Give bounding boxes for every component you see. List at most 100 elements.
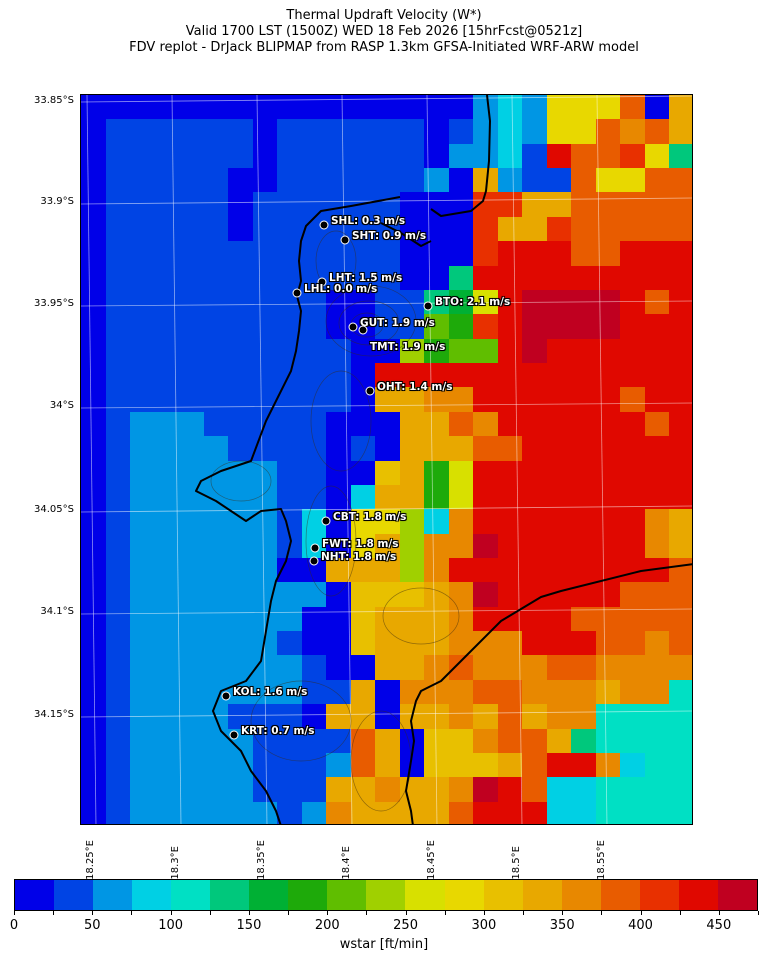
- colorbar-tick: [209, 911, 211, 915]
- grid-cell: [669, 460, 692, 485]
- grid-cell: [497, 119, 523, 144]
- grid-cell: [644, 289, 670, 315]
- grid-cell: [130, 289, 155, 315]
- grid-cell: [81, 411, 106, 437]
- grid-cell: [399, 655, 425, 680]
- grid-cell: [179, 582, 204, 607]
- colorbar-tick-label: 400: [628, 918, 653, 933]
- grid-cell: [203, 533, 229, 558]
- grid-cell: [326, 752, 351, 778]
- grid-cell: [620, 631, 645, 656]
- grid-cell: [179, 119, 204, 144]
- grid-cell: [595, 655, 621, 680]
- grid-cell: [350, 216, 376, 242]
- grid-cell: [595, 241, 621, 266]
- grid-cell: [154, 484, 180, 510]
- colorbar-tick-label: 250: [393, 918, 418, 933]
- colorbar-tick: [248, 911, 250, 915]
- grid-cell: [179, 436, 204, 461]
- x-tick-label: 18.3°E: [170, 846, 181, 880]
- grid-cell: [448, 509, 474, 534]
- grid-cell: [644, 801, 670, 824]
- grid-cell: [448, 289, 474, 315]
- chart-title: Thermal Updraft Velocity (W*): [286, 8, 482, 23]
- grid-cell: [595, 606, 621, 632]
- grid-cell: [669, 606, 692, 632]
- grid-cell: [424, 143, 449, 169]
- grid-cell: [424, 387, 449, 412]
- grid-cell: [620, 289, 645, 315]
- grid-cell: [326, 192, 351, 217]
- grid-cell: [522, 216, 547, 242]
- grid-cell: [595, 509, 621, 534]
- grid-cell: [473, 460, 498, 485]
- grid-cell: [154, 192, 180, 217]
- colorbar-swatch: [561, 880, 601, 910]
- grid-cell: [105, 411, 131, 437]
- grid-cell: [350, 704, 376, 729]
- grid-cell: [81, 484, 106, 510]
- grid-cell: [228, 606, 253, 632]
- grid-cell: [546, 606, 572, 632]
- chart-subtitle-model: FDV replot - DrJack BLIPMAP from RASP 1.…: [129, 40, 639, 55]
- grid-cell: [179, 289, 204, 315]
- grid-cell: [571, 509, 596, 534]
- map-overlay: [81, 95, 692, 824]
- grid-cell: [179, 460, 204, 485]
- grid-cell: [105, 460, 131, 485]
- grid-cell: [228, 801, 253, 824]
- grid-cell: [301, 363, 327, 388]
- grid-cell: [228, 192, 253, 217]
- grid-cell: [228, 533, 253, 558]
- grid-cell: [546, 509, 572, 534]
- grid-cell: [326, 363, 351, 388]
- grid-cell: [277, 265, 302, 290]
- station-label: FWT: 1.8 m/s: [322, 538, 399, 550]
- grid-cell: [669, 143, 692, 169]
- grid-cell: [252, 216, 278, 242]
- grid-cell: [571, 460, 596, 485]
- colorbar-tick: [405, 911, 407, 915]
- grid-cell: [546, 752, 572, 778]
- grid-cell: [399, 119, 425, 144]
- colorbar-tick: [14, 911, 15, 915]
- grid-cell: [130, 363, 155, 388]
- station-label: OHT: 1.4 m/s: [377, 381, 453, 393]
- grid-cell: [252, 533, 278, 558]
- colorbar-swatch: [54, 880, 94, 910]
- grid-cell: [81, 143, 106, 169]
- grid-cell: [203, 777, 229, 802]
- grid-cell: [301, 411, 327, 437]
- grid-cell: [350, 631, 376, 656]
- grid-cell: [522, 143, 547, 169]
- grid-cell: [497, 484, 523, 510]
- grid-cell: [375, 655, 400, 680]
- grid-cell: [179, 631, 204, 656]
- grid-cell: [546, 387, 572, 412]
- grid-cell: [424, 119, 449, 144]
- grid-cell: [620, 241, 645, 266]
- colorbar-swatch: [210, 880, 250, 910]
- grid-cell: [497, 265, 523, 290]
- grid-cell: [203, 168, 229, 193]
- station-dot: [348, 322, 358, 332]
- grid-cell: [301, 119, 327, 144]
- grid-cell: [154, 265, 180, 290]
- station-label: CBT: 1.8 m/s: [333, 511, 407, 523]
- station-label: BTO: 2.1 m/s: [435, 296, 511, 308]
- grid-cell: [301, 752, 327, 778]
- grid-cell: [375, 436, 400, 461]
- grid-cell: [669, 314, 692, 339]
- station-label: SHL: 0.3 m/s: [331, 215, 406, 227]
- grid-cell: [375, 119, 400, 144]
- colorbar-swatch: [132, 880, 172, 910]
- grid-cell: [81, 289, 106, 315]
- grid-cell: [448, 557, 474, 583]
- grid-cell: [81, 216, 106, 242]
- grid-cell: [620, 265, 645, 290]
- grid-cell: [326, 801, 351, 824]
- grid-cell: [252, 143, 278, 169]
- grid-cell: [228, 509, 253, 534]
- grid-cell: [595, 436, 621, 461]
- grid-cell: [350, 752, 376, 778]
